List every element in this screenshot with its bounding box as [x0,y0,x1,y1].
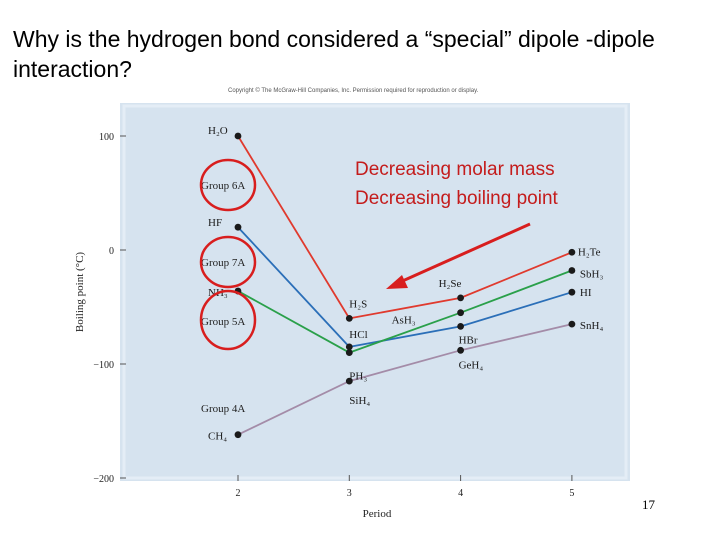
slide-title: Why is the hydrogen bond considered a “s… [13,26,655,82]
data-label: HF [208,217,222,229]
series-line-group-5a [237,269,573,354]
data-point [568,320,576,328]
y-tick-label: 0 [109,246,114,257]
data-label: CH₄ [208,431,227,443]
slide-number: 17 [642,497,655,512]
x-tick-label: 2 [236,488,241,499]
group-5a-label: Group 5A [201,316,245,328]
data-label: PH₃ [349,371,367,383]
data-point [234,132,242,140]
x-tick-label: 4 [458,488,463,499]
data-label: H₂S [349,298,367,310]
data-point [345,377,353,385]
data-point [457,309,464,317]
data-point [568,248,576,256]
annotation-arrowhead [386,275,408,289]
data-point [457,294,464,302]
annotation-arrow [397,222,531,285]
data-label: AsH₃ [392,315,416,327]
y-tick-label: −100 [93,360,114,371]
series-line-group-6a [237,135,573,320]
series-line-group-7a [237,226,573,348]
x-tick-label: 3 [347,488,352,499]
y-axis-label: Boiling point (°C) [74,252,86,333]
data-point [457,346,464,354]
x-tick-label: 5 [569,488,574,499]
data-label: HI [580,287,592,299]
data-label: SbH₃ [580,269,604,281]
data-point [234,223,242,231]
plot-area [120,103,630,481]
x-axis-label: Period [363,508,392,520]
data-label: H₂Te [578,246,601,258]
group-4a-label: Group 4A [201,403,245,415]
data-point [568,267,576,274]
data-label: SnH₄ [580,320,604,332]
data-label: HBr [459,334,478,346]
data-point [345,315,353,322]
annotation-line-1: Decreasing molar mass [355,159,555,180]
y-tick-label: −200 [93,474,114,485]
data-label: H₂Se [439,278,462,290]
group-7a-label: Group 7A [201,257,245,269]
highlight-circle-group-7a [199,235,257,289]
annotation-line-2: Decreasing boiling point [355,188,559,209]
highlight-circle-group-6a [199,158,257,212]
data-point [568,288,576,296]
data-label: HCl [349,329,367,341]
plot-frame-light [122,104,628,480]
data-point [345,343,353,351]
group-6a-label: Group 6A [201,180,245,192]
copyright-notice: Copyright © The McGraw-Hill Companies, I… [228,88,479,94]
highlight-circle-group-5a [199,289,257,351]
data-label: H₂O [208,125,228,137]
y-tick-label: 100 [99,132,114,143]
data-point [345,349,353,356]
data-label: SiH₄ [349,395,370,407]
data-point [234,431,242,439]
data-point [457,322,464,330]
data-label: GeH₄ [459,359,484,371]
series-line-group-4a [237,323,573,436]
